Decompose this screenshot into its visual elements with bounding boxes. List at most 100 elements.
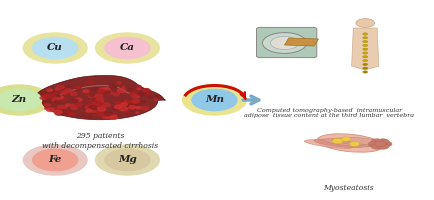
- Circle shape: [61, 87, 68, 90]
- Circle shape: [56, 85, 64, 89]
- Circle shape: [45, 107, 49, 109]
- Circle shape: [92, 103, 99, 106]
- Circle shape: [67, 86, 70, 87]
- Circle shape: [107, 114, 114, 117]
- Circle shape: [91, 103, 95, 106]
- Circle shape: [62, 113, 67, 116]
- Circle shape: [55, 101, 59, 103]
- Circle shape: [371, 139, 383, 144]
- Circle shape: [122, 87, 125, 88]
- FancyBboxPatch shape: [256, 27, 317, 58]
- Circle shape: [136, 107, 141, 109]
- Circle shape: [75, 86, 80, 88]
- Text: Myosteatosis: Myosteatosis: [323, 184, 374, 192]
- Circle shape: [371, 144, 383, 149]
- Circle shape: [70, 92, 77, 96]
- Circle shape: [0, 85, 51, 115]
- Circle shape: [33, 149, 78, 171]
- Circle shape: [349, 142, 360, 146]
- Circle shape: [110, 116, 118, 119]
- Circle shape: [97, 89, 105, 93]
- Circle shape: [124, 101, 128, 103]
- Circle shape: [363, 52, 368, 54]
- Circle shape: [116, 101, 124, 104]
- Ellipse shape: [342, 137, 391, 146]
- Circle shape: [115, 115, 120, 117]
- Circle shape: [380, 141, 392, 147]
- Circle shape: [44, 104, 50, 106]
- Circle shape: [57, 95, 60, 97]
- Circle shape: [104, 112, 112, 115]
- Circle shape: [155, 95, 158, 96]
- Circle shape: [114, 86, 117, 87]
- Circle shape: [263, 33, 306, 53]
- Circle shape: [95, 94, 103, 98]
- Circle shape: [118, 89, 126, 93]
- Circle shape: [88, 94, 94, 97]
- Circle shape: [113, 93, 119, 96]
- Circle shape: [105, 37, 150, 59]
- Circle shape: [65, 113, 73, 116]
- Circle shape: [116, 104, 124, 108]
- Polygon shape: [352, 28, 379, 70]
- Circle shape: [65, 89, 72, 92]
- Circle shape: [377, 144, 389, 149]
- Text: Computed tomography-based  intramuscular
adipose  tissue content at the third lu: Computed tomography-based intramuscular …: [244, 108, 414, 118]
- Circle shape: [89, 94, 94, 96]
- Circle shape: [119, 107, 128, 111]
- Ellipse shape: [332, 138, 382, 146]
- Circle shape: [123, 101, 129, 104]
- Circle shape: [132, 95, 139, 98]
- Circle shape: [0, 89, 42, 111]
- Circle shape: [115, 101, 122, 105]
- Circle shape: [23, 145, 87, 175]
- Circle shape: [138, 92, 145, 96]
- Circle shape: [92, 110, 97, 112]
- Circle shape: [183, 85, 247, 115]
- Circle shape: [99, 105, 105, 109]
- Circle shape: [97, 98, 104, 101]
- Circle shape: [105, 88, 111, 91]
- Circle shape: [103, 88, 110, 91]
- Text: Cu: Cu: [47, 44, 63, 52]
- Circle shape: [363, 40, 368, 43]
- Circle shape: [114, 105, 122, 109]
- Circle shape: [60, 109, 64, 111]
- Circle shape: [74, 86, 81, 89]
- Circle shape: [57, 105, 64, 109]
- Circle shape: [127, 113, 130, 115]
- Circle shape: [98, 107, 105, 111]
- Circle shape: [118, 94, 121, 95]
- Text: Mg: Mg: [118, 156, 137, 164]
- Circle shape: [93, 103, 102, 107]
- Circle shape: [95, 33, 159, 63]
- Circle shape: [72, 99, 78, 102]
- Circle shape: [98, 102, 103, 105]
- Circle shape: [363, 48, 368, 50]
- Circle shape: [105, 91, 111, 94]
- Circle shape: [83, 90, 89, 93]
- Circle shape: [129, 106, 135, 109]
- Circle shape: [140, 94, 143, 96]
- Polygon shape: [285, 38, 319, 46]
- Ellipse shape: [323, 139, 372, 147]
- Circle shape: [23, 33, 87, 63]
- Circle shape: [142, 89, 150, 92]
- Circle shape: [58, 96, 64, 99]
- Circle shape: [61, 91, 68, 94]
- Circle shape: [103, 113, 109, 116]
- Circle shape: [117, 82, 121, 84]
- Circle shape: [89, 106, 97, 109]
- Circle shape: [368, 141, 380, 147]
- Circle shape: [101, 102, 104, 103]
- Circle shape: [99, 88, 106, 92]
- Circle shape: [70, 104, 75, 106]
- Text: Fe: Fe: [49, 156, 62, 164]
- Circle shape: [76, 103, 82, 106]
- Circle shape: [43, 94, 50, 98]
- Circle shape: [64, 112, 71, 116]
- Circle shape: [88, 116, 92, 118]
- Circle shape: [342, 137, 351, 141]
- Circle shape: [40, 96, 46, 99]
- Text: 295 patients
with decompensated cirrhosis: 295 patients with decompensated cirrhosi…: [42, 132, 158, 150]
